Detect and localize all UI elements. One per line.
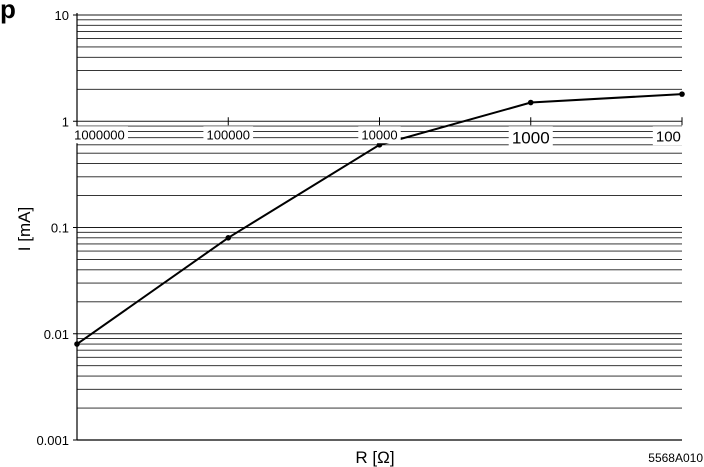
y-axis-label: I [mA] (15, 207, 34, 251)
grid (77, 14, 682, 441)
x-tick-labels: 1000000 100000 10000 1000 100 (71, 126, 684, 148)
x-axis-label: R [Ω] (355, 448, 394, 467)
y-tick-label: 1 (62, 114, 69, 129)
x-tick-label-bg (358, 126, 401, 144)
y-tick-labels: 10 1 0.1 0.01 0.001 (36, 8, 77, 448)
y-tick-label: 0.001 (36, 433, 69, 448)
x-tick-label-bg (203, 126, 254, 144)
figure-code: 5568A010 (648, 451, 703, 465)
x-tick-label: 1000000 (74, 127, 125, 142)
x-tick-label-bg (652, 126, 684, 146)
data-point (225, 234, 232, 241)
x-tick-label: 100 (656, 128, 681, 145)
data-point (679, 91, 685, 97)
y-tick-label: 0.1 (51, 221, 69, 236)
x-tick-label: 1000 (512, 128, 550, 147)
x-tick-label-bg (71, 126, 128, 144)
data-point (376, 142, 383, 148)
x-tick-label-bg (508, 126, 553, 148)
figure-tag: p (0, 0, 16, 24)
x-tick-label: 100000 (207, 127, 250, 142)
series-layer (74, 91, 685, 347)
data-point (74, 341, 80, 347)
data-point (527, 99, 534, 106)
x-tick-label: 10000 (361, 127, 397, 142)
y-tick-label: 0.01 (44, 327, 69, 342)
y-tick-label: 10 (55, 8, 69, 23)
